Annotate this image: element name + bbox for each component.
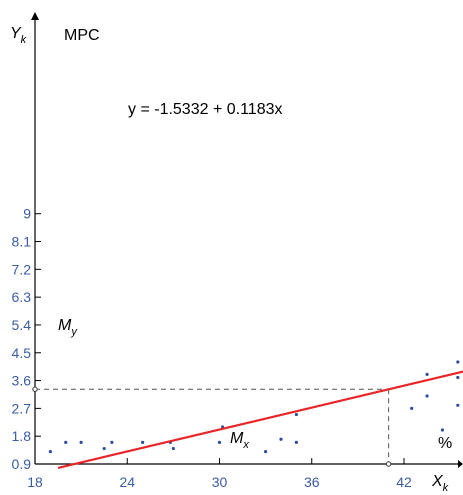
- mean-x-label-main: M: [230, 430, 244, 447]
- x-axis-title-main: X: [431, 473, 444, 490]
- x-tick-label: 18: [27, 474, 43, 490]
- data-point: [456, 403, 460, 407]
- x-axis-title-sub: k: [443, 482, 449, 494]
- data-point: [440, 428, 445, 432]
- y-axis-arrow: [31, 12, 39, 20]
- y-tick-label: 5.4: [12, 317, 32, 333]
- mean-x-label: Mx: [230, 430, 249, 451]
- y-axis-title-main: Y: [10, 25, 22, 42]
- mean-y-label-main: M: [58, 317, 72, 334]
- data-point: [410, 406, 414, 410]
- mean-y-label: My: [58, 317, 78, 338]
- data-point: [141, 440, 145, 444]
- y-tick-label: 9: [23, 206, 31, 222]
- x-tick-label: 36: [304, 474, 320, 490]
- y-tick-label: 8.1: [12, 234, 32, 250]
- data-point: [456, 375, 460, 380]
- data-point: [279, 437, 283, 441]
- y-tick-label: 6.3: [12, 289, 32, 305]
- y-axis-title: Yk: [10, 25, 27, 46]
- y-tick-label: 4.5: [12, 345, 32, 361]
- data-point: [425, 394, 429, 398]
- y-axis-unit: MPC: [64, 27, 100, 44]
- data-point: [425, 372, 429, 376]
- mean-y-marker: [32, 386, 38, 392]
- equation-label: y = -1.5332 + 0.1183x: [128, 101, 282, 118]
- data-point: [48, 450, 52, 454]
- x-axis-title: Xk: [431, 473, 449, 494]
- x-tick-label: 42: [396, 474, 412, 490]
- mean-x-label-sub: x: [242, 439, 249, 451]
- y-axis-title-sub: k: [21, 34, 27, 46]
- x-tick-label: 30: [212, 474, 228, 490]
- data-point: [456, 360, 460, 364]
- y-tick-label: 3.6: [12, 373, 32, 389]
- mean-y-label-sub: y: [70, 326, 78, 338]
- data-point: [264, 450, 268, 454]
- data-point: [171, 446, 175, 451]
- y-tick-label: 1.8: [12, 428, 32, 444]
- y-tick-label: 0.9: [12, 456, 32, 472]
- data-point: [79, 440, 83, 444]
- data-point: [64, 440, 68, 444]
- data-point: [294, 440, 298, 444]
- x-tick-label: 24: [119, 474, 135, 490]
- y-tick-label: 7.2: [12, 261, 32, 277]
- x-axis-unit: %: [438, 435, 452, 452]
- data-point: [110, 440, 114, 444]
- x-axis-arrow: [458, 460, 463, 468]
- data-point: [294, 412, 298, 417]
- data-point: [102, 446, 106, 451]
- y-tick-label: 2.7: [12, 400, 32, 416]
- regression-line: [57, 370, 463, 469]
- mean-x-marker: [385, 461, 392, 467]
- data-point: [217, 440, 222, 444]
